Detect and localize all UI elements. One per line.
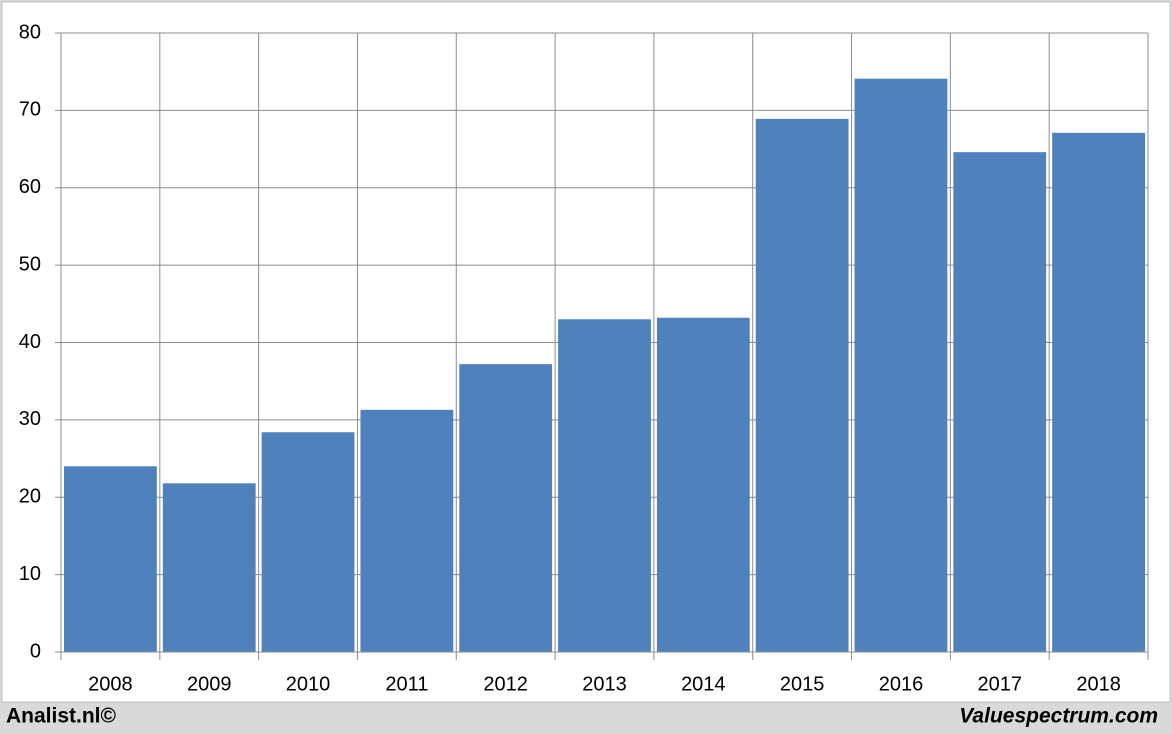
x-tick-label: 2013 [582, 673, 627, 695]
bar [656, 317, 750, 652]
bar [261, 432, 355, 652]
x-tick-label: 2012 [483, 673, 528, 695]
bar [64, 466, 157, 652]
bar [1052, 132, 1145, 653]
x-tick-label: 2015 [780, 673, 825, 695]
bar [162, 483, 256, 652]
y-tick-label: 80 [19, 21, 41, 43]
y-tick-label: 40 [19, 331, 41, 353]
y-tick-label: 60 [19, 176, 41, 198]
bar [360, 409, 454, 652]
x-tick-label: 2014 [681, 673, 726, 695]
x-tick-label: 2017 [978, 673, 1023, 695]
y-tick-label: 20 [19, 486, 41, 508]
x-tick-label: 2016 [879, 673, 924, 695]
bar [558, 319, 651, 652]
x-tick-label: 2018 [1076, 673, 1121, 695]
y-tick-label: 70 [19, 99, 41, 121]
x-tick-label: 2008 [88, 673, 133, 695]
bar [459, 364, 553, 652]
footer-right: Valuespectrum.com [959, 705, 1158, 728]
x-tick-label: 2009 [187, 673, 232, 695]
y-tick-label: 50 [19, 253, 41, 275]
y-tick-label: 30 [19, 408, 41, 430]
x-tick-label: 2011 [385, 673, 428, 695]
bar [953, 152, 1047, 652]
y-tick-label: 0 [30, 640, 41, 662]
footer-left: Analist.nl© [6, 705, 117, 728]
x-tick-label: 2010 [286, 673, 331, 695]
bar [854, 78, 948, 653]
y-tick-label: 10 [19, 563, 41, 585]
bar [755, 118, 849, 653]
